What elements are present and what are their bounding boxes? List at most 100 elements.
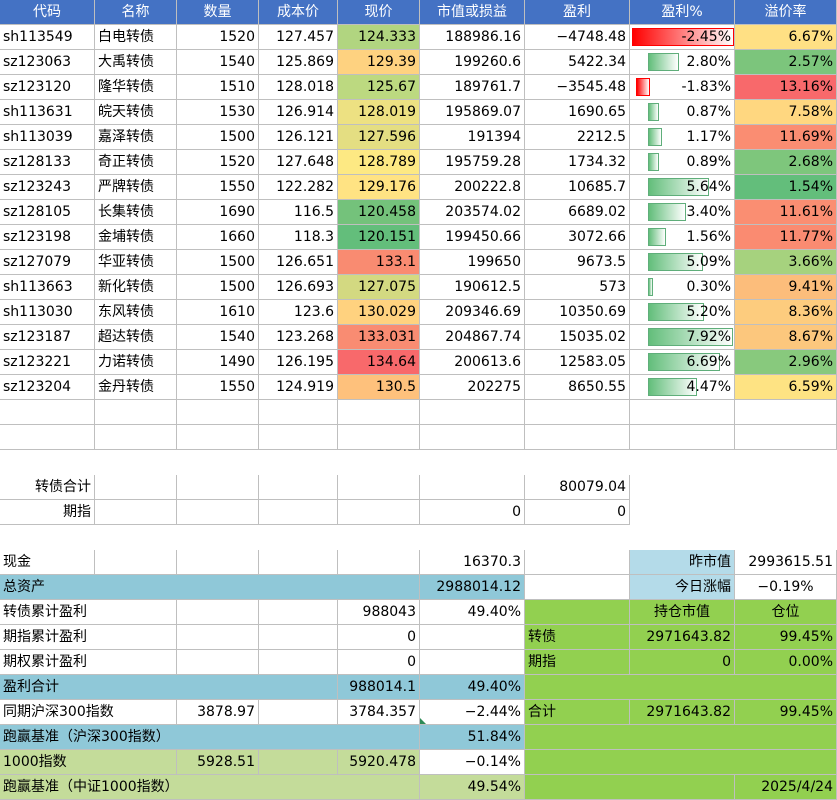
price-cell[interactable]: 130.5 — [338, 375, 420, 400]
column-header[interactable]: 市值或损益 — [420, 0, 525, 25]
cost-cell[interactable]: 126.121 — [259, 125, 338, 150]
cost-cell[interactable]: 116.5 — [259, 200, 338, 225]
value-cell[interactable]: 203574.02 — [420, 200, 525, 225]
name-cell[interactable]: 白电转债 — [95, 25, 177, 50]
cost-cell[interactable]: 123.6 — [259, 300, 338, 325]
cost-cell[interactable]: 126.651 — [259, 250, 338, 275]
empty-cell[interactable] — [0, 425, 95, 450]
premium-cell[interactable]: 6.59% — [735, 375, 837, 400]
profit-pct-cell[interactable]: 0.30% — [630, 275, 735, 300]
empty-cell[interactable] — [177, 600, 259, 625]
qty-cell[interactable]: 1690 — [177, 200, 259, 225]
value-cell[interactable]: 195869.07 — [420, 100, 525, 125]
empty-cell[interactable] — [177, 650, 259, 675]
profit-cell[interactable]: 12583.05 — [525, 350, 630, 375]
price-cell[interactable]: 124.333 — [338, 25, 420, 50]
empty-cell[interactable] — [177, 400, 259, 425]
empty-cell[interactable] — [177, 425, 259, 450]
profit-cell[interactable]: 5422.34 — [525, 50, 630, 75]
empty-cell[interactable] — [525, 575, 630, 600]
profit-pct-cell[interactable]: 0.87% — [630, 100, 735, 125]
empty-cell[interactable] — [95, 475, 177, 500]
report-date[interactable]: 2025/4/24 — [735, 775, 837, 800]
qty-cell[interactable]: 1490 — [177, 350, 259, 375]
beat-hs300-value[interactable]: 51.84% — [420, 725, 525, 750]
value-cell[interactable]: 195759.28 — [420, 150, 525, 175]
column-header[interactable]: 代码 — [0, 0, 95, 25]
qty-cell[interactable]: 1520 — [177, 150, 259, 175]
empty-cell[interactable] — [177, 500, 259, 525]
sum-row-label[interactable]: 合计 — [525, 700, 630, 725]
hs300-end[interactable]: 3784.357 — [338, 700, 420, 725]
qty-cell[interactable]: 1540 — [177, 325, 259, 350]
bond-cum-value[interactable]: 988043 — [338, 600, 420, 625]
column-header[interactable]: 现价 — [338, 0, 420, 25]
empty-cell[interactable] — [177, 625, 259, 650]
cost-cell[interactable]: 126.914 — [259, 100, 338, 125]
premium-cell[interactable]: 13.16% — [735, 75, 837, 100]
empty-cell[interactable] — [338, 475, 420, 500]
profit-cell[interactable]: 6689.02 — [525, 200, 630, 225]
name-cell[interactable]: 奇正转债 — [95, 150, 177, 175]
bond-row-label[interactable]: 转债 — [525, 625, 630, 650]
name-cell[interactable]: 隆华转债 — [95, 75, 177, 100]
empty-cell[interactable] — [177, 550, 259, 575]
bond-cum-pct[interactable]: 49.40% — [420, 600, 525, 625]
column-header[interactable]: 数量 — [177, 0, 259, 25]
cost-cell[interactable]: 118.3 — [259, 225, 338, 250]
profit-cell[interactable]: 1734.32 — [525, 150, 630, 175]
futures-profit[interactable]: 0 — [525, 500, 630, 525]
code-cell[interactable]: sz128133 — [0, 150, 95, 175]
name-cell[interactable]: 东风转债 — [95, 300, 177, 325]
cost-cell[interactable]: 123.268 — [259, 325, 338, 350]
value-cell[interactable]: 199260.6 — [420, 50, 525, 75]
profit-pct-cell[interactable]: 5.09% — [630, 250, 735, 275]
position-header[interactable]: 仓位 — [735, 600, 837, 625]
holding-value-header[interactable]: 持仓市值 — [630, 600, 735, 625]
name-cell[interactable]: 新化转债 — [95, 275, 177, 300]
profit-cell[interactable]: 573 — [525, 275, 630, 300]
price-cell[interactable]: 129.39 — [338, 50, 420, 75]
empty-cell[interactable] — [525, 550, 630, 575]
code-cell[interactable]: sh113549 — [0, 25, 95, 50]
prev-value-label[interactable]: 昨市值 — [630, 550, 735, 575]
premium-cell[interactable]: 7.58% — [735, 100, 837, 125]
price-cell[interactable]: 125.67 — [338, 75, 420, 100]
futures-holding-value[interactable]: 0 — [630, 650, 735, 675]
code-cell[interactable]: sz123204 — [0, 375, 95, 400]
name-cell[interactable]: 金埔转债 — [95, 225, 177, 250]
prev-value[interactable]: 2993615.51 — [735, 550, 837, 575]
premium-cell[interactable]: 2.57% — [735, 50, 837, 75]
sum-holding-value[interactable]: 2971643.82 — [630, 700, 735, 725]
profit-cell[interactable]: −4748.48 — [525, 25, 630, 50]
price-cell[interactable]: 130.029 — [338, 300, 420, 325]
futures-cum-label[interactable]: 期指累计盈利 — [0, 625, 177, 650]
qty-cell[interactable]: 1540 — [177, 50, 259, 75]
green-cell[interactable] — [525, 725, 837, 750]
empty-cell[interactable] — [735, 425, 837, 450]
empty-cell[interactable] — [630, 425, 735, 450]
empty-cell[interactable] — [525, 400, 630, 425]
code-cell[interactable]: sz123063 — [0, 50, 95, 75]
value-cell[interactable]: 202275 — [420, 375, 525, 400]
qty-cell[interactable]: 1500 — [177, 125, 259, 150]
premium-cell[interactable]: 2.68% — [735, 150, 837, 175]
column-header[interactable]: 名称 — [95, 0, 177, 25]
profit-pct-cell[interactable]: 0.89% — [630, 150, 735, 175]
code-cell[interactable]: sz123198 — [0, 225, 95, 250]
premium-cell[interactable]: 1.54% — [735, 175, 837, 200]
premium-cell[interactable]: 11.69% — [735, 125, 837, 150]
premium-cell[interactable]: 11.77% — [735, 225, 837, 250]
empty-cell[interactable] — [338, 500, 420, 525]
qty-cell[interactable]: 1530 — [177, 100, 259, 125]
profit-pct-cell[interactable]: -2.45% — [630, 25, 735, 50]
change-label[interactable]: 今日涨幅 — [630, 575, 735, 600]
profit-pct-cell[interactable]: 3.40% — [630, 200, 735, 225]
empty-cell[interactable] — [420, 425, 525, 450]
price-cell[interactable]: 127.596 — [338, 125, 420, 150]
price-cell[interactable]: 129.176 — [338, 175, 420, 200]
csi1000-start[interactable]: 5928.51 — [177, 750, 259, 775]
total-profit-pct[interactable]: 49.40% — [420, 675, 525, 700]
price-cell[interactable]: 133.1 — [338, 250, 420, 275]
cost-cell[interactable]: 122.282 — [259, 175, 338, 200]
